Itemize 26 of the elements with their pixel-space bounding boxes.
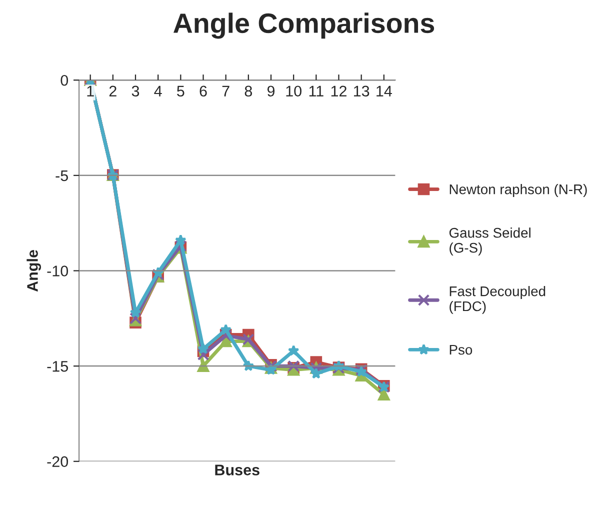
x-tick-label: 8 (244, 86, 252, 97)
x-tick-label: 10 (286, 86, 302, 97)
legend-label: Gauss Seidel (G-S) (449, 228, 530, 256)
x-tick-label: 1 (87, 86, 94, 96)
x-tick-label: 2 (109, 86, 116, 96)
x-tick-label: 11 (309, 86, 324, 96)
y-tick-label: 0 (60, 74, 68, 86)
x-tick-label: 7 (222, 86, 230, 96)
legend-label: Pso (450, 344, 472, 355)
x-tick-label: 12 (331, 86, 346, 96)
y-tick-label: -10 (47, 266, 68, 276)
y-tick-label: -5 (56, 170, 68, 182)
y-tick-label: -15 (47, 361, 68, 372)
chart-title: Angle Comparisons (174, 12, 434, 39)
x-tick-label: 5 (177, 86, 184, 97)
x-tick-label: 3 (132, 86, 140, 97)
y-tick-label: -20 (47, 456, 68, 468)
x-tick-label: 6 (200, 86, 207, 97)
x-tick-label: 9 (267, 86, 275, 97)
x-tick-label: 4 (154, 86, 162, 96)
x-tick-label: 14 (376, 86, 392, 96)
x-tick-label: 13 (354, 86, 370, 97)
x-axis-title: Buses (215, 464, 260, 476)
legend-label: Fast Decoupled (FDC) (450, 286, 546, 314)
y-axis-title: Angle (26, 250, 41, 292)
legend-label: Newton raphson (N-R) (450, 184, 587, 197)
